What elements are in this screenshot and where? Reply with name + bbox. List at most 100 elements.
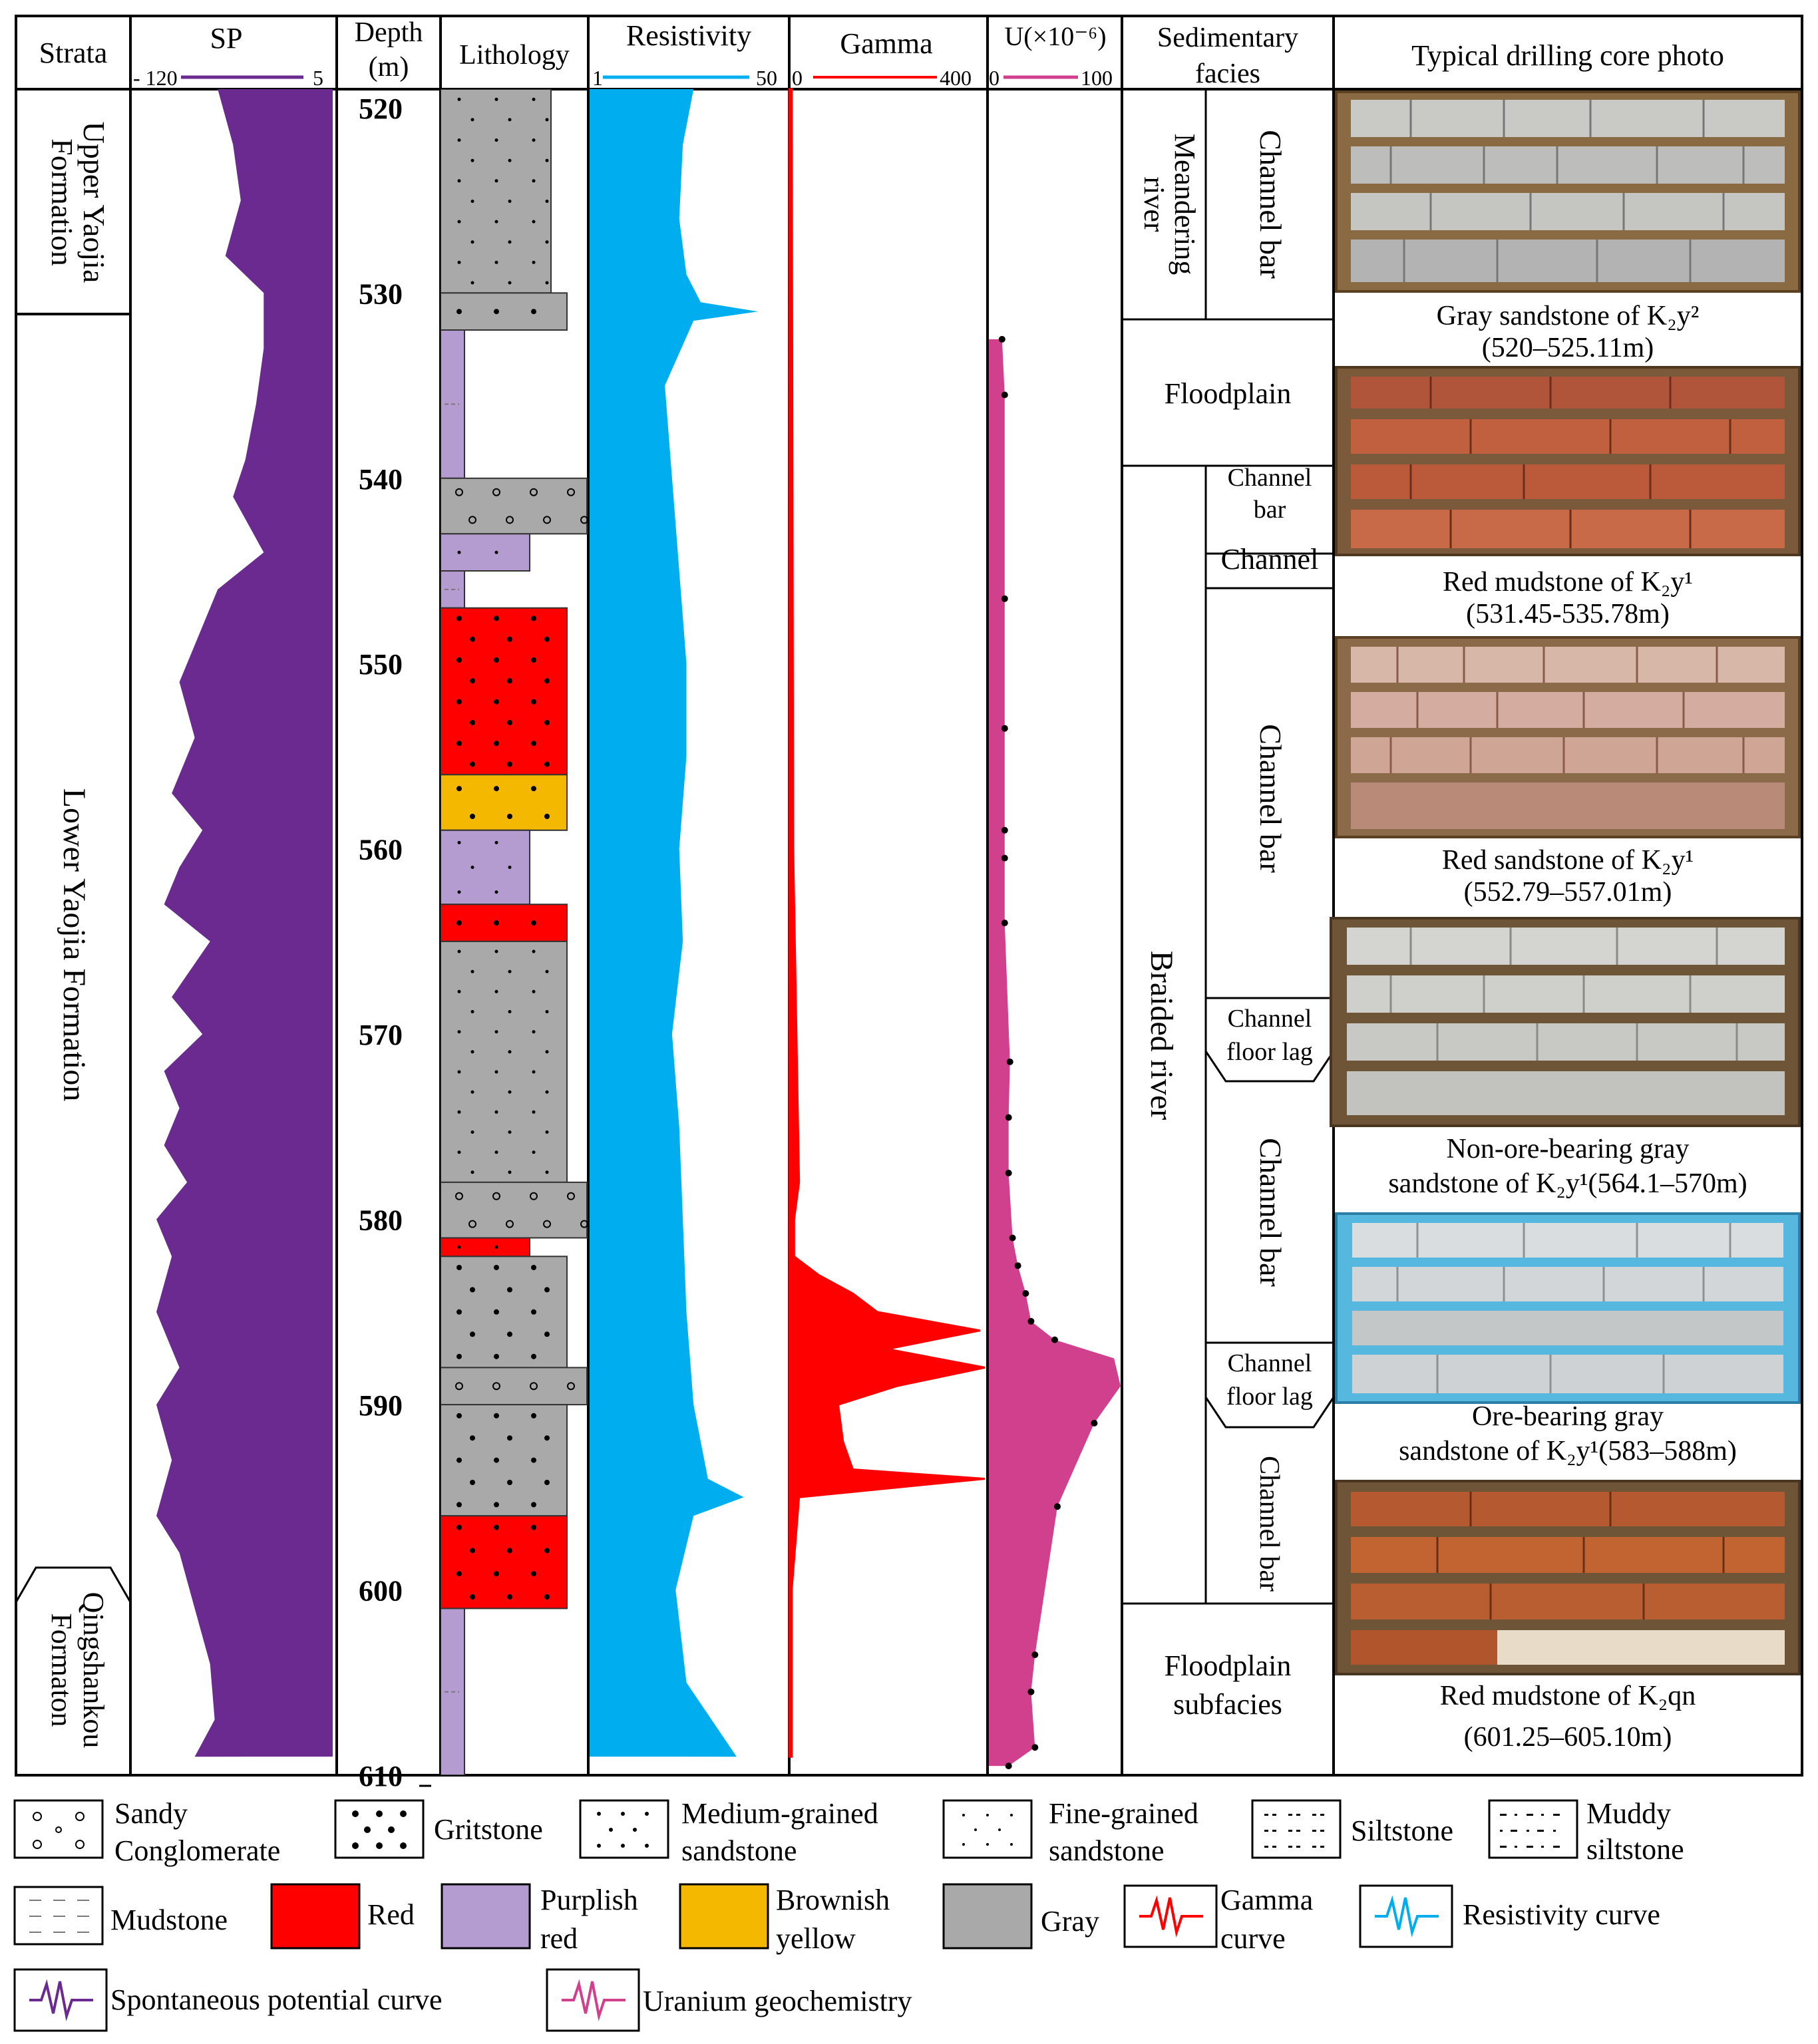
- legend-resistivity-label: Resistivity curve: [1463, 1898, 1660, 1931]
- strata-upper-line1: Upper Yaojia: [77, 122, 111, 283]
- facies-channel-bar-1: Channel bar: [1254, 130, 1288, 279]
- sp-track: [156, 89, 333, 1757]
- res-scale-max: 50: [756, 66, 777, 90]
- facies-braided: Braided river: [1144, 951, 1179, 1120]
- strata-qing-line2: Formaton: [45, 1613, 78, 1727]
- depth-tick-label: 530: [359, 277, 403, 310]
- uranium-sample-point: [1027, 1317, 1035, 1325]
- depth-tick-label: 580: [359, 1204, 403, 1237]
- legend-fine-sandstone: Fine-grained sandstone: [942, 1797, 1198, 1867]
- gamma-scale-max: 400: [940, 66, 972, 90]
- sp-wave-icon: [29, 1979, 93, 2021]
- uranium-sample-point: [1022, 1290, 1029, 1297]
- depth-tick-label: 550: [359, 648, 403, 681]
- facies-floodplain-sub-line2: subfacies: [1173, 1688, 1282, 1721]
- uranium-sample-point: [1005, 1114, 1012, 1121]
- depth-tick-label: 610: [359, 1760, 403, 1792]
- facies-channel-bar-2-line1: Channel: [1228, 464, 1312, 492]
- legend-medium-sandstone: Medium-grained sandstone: [579, 1797, 878, 1867]
- core-photo-3-caption-line1: Red sandstone of K₂y¹: [1442, 845, 1694, 876]
- facies-floodplain-sub-line1: Floodplain: [1165, 1649, 1292, 1682]
- sp-curve-area: [156, 89, 333, 1757]
- gamma-scale-min: 0: [792, 66, 803, 90]
- legend-red-label: Red: [367, 1898, 415, 1931]
- legend-sp-curve: Spontaneous potential curve: [13, 1968, 443, 2032]
- legend-fine-line1: Fine-grained: [1049, 1797, 1198, 1830]
- legend-sandy-line1: Sandy: [114, 1797, 188, 1830]
- strata-upper-line2: Formation: [45, 138, 79, 266]
- core-photo-5: [1335, 1212, 1801, 1404]
- legend-brownish-line2: yellow: [776, 1922, 856, 1955]
- legend-medium-line2: sandstone: [681, 1834, 797, 1867]
- facies-meandering-line2: river: [1138, 176, 1171, 232]
- strata-qing-line1: Qingshankou: [77, 1592, 110, 1749]
- header-depth-line1: Depth: [355, 17, 423, 48]
- core-photo-1-caption-line1: Gray sandstone of K₂y²: [1437, 301, 1700, 331]
- legend-gray-label: Gray: [1041, 1905, 1099, 1938]
- legend-gamma-line1: Gamma: [1220, 1884, 1313, 1916]
- header-resistivity: Resistivity: [626, 19, 751, 52]
- core-photos: Gray sandstone of K₂y² (520–525.11m) Red…: [1330, 90, 1801, 1753]
- facies-floodplain: Floodplain: [1165, 377, 1292, 410]
- column-headers: Strata SP - 120 5 Depth (m) Lithology Re…: [39, 17, 1724, 90]
- lithology-layer: [441, 477, 588, 535]
- legend-uranium-geochem: Uranium geochemistry: [546, 1968, 912, 2032]
- legend-purplish-red: Purplish red: [441, 1883, 638, 1955]
- uranium-sample-point: [1001, 920, 1008, 927]
- gamma-curve-area: [788, 88, 986, 1758]
- uranium-sample-point: [1001, 391, 1008, 399]
- core-photo-4: [1330, 917, 1801, 1127]
- facies-lag-1-line1: Channel: [1228, 1005, 1312, 1033]
- uranium-sample-point: [1009, 1234, 1016, 1242]
- core-photo-6: [1335, 1480, 1801, 1675]
- core-photo-5-caption-line1: Ore-bearing gray: [1472, 1401, 1664, 1432]
- lithology-layer: [441, 940, 568, 1183]
- facies-lag-1-line2: floor lag: [1226, 1038, 1313, 1066]
- core-photo-2: [1335, 366, 1801, 556]
- legend-sp-label: Spontaneous potential curve: [110, 1983, 443, 2016]
- strata-lower: Lower Yaojia Formation: [57, 788, 92, 1102]
- uranium-sample-point: [1005, 1763, 1012, 1770]
- uranium-sample-point: [1051, 1336, 1058, 1343]
- legend-gritstone-label: Gritstone: [434, 1813, 543, 1846]
- facies-column: [1122, 89, 1335, 1605]
- legend-mudstone: Mudstone: [13, 1886, 228, 1946]
- uranium-sample-point: [1001, 725, 1008, 732]
- core-photo-4-caption-line1: Non-ore-bearing gray: [1447, 1134, 1690, 1164]
- facies-lag-2-line1: Channel: [1228, 1349, 1312, 1377]
- lithology-layer: [441, 829, 530, 906]
- depth-tick-label: 570: [359, 1019, 403, 1051]
- uranium-sample-point: [1027, 1688, 1035, 1695]
- facies-channel-bar-3: Channel bar: [1254, 724, 1288, 873]
- lithology-layer: [441, 607, 568, 776]
- facies-channel-bar-4: Channel bar: [1254, 1138, 1288, 1287]
- lithology-layer: [441, 1367, 588, 1406]
- legend-muddy-siltstone: Muddy siltstone: [1488, 1797, 1684, 1866]
- uranium-sample-point: [998, 335, 1005, 343]
- uranium-sample-point: [1054, 1503, 1061, 1510]
- uranium-sample-point: [1001, 595, 1008, 602]
- header-facies-line1: Sedimentary: [1157, 23, 1298, 53]
- facies-lag-2-line2: floor lag: [1226, 1383, 1313, 1411]
- core-photo-2-caption-line1: Red mudstone of K₂y¹: [1443, 567, 1693, 597]
- uranium-sample-point: [1001, 826, 1008, 834]
- core-photo-1: [1335, 90, 1801, 293]
- uranium-sample-point: [1001, 854, 1008, 862]
- legend-gritstone: Gritstone: [334, 1799, 543, 1859]
- core-photo-5-caption-line2: sandstone of K₂y¹(583–588m): [1399, 1436, 1737, 1466]
- resistivity-track: [590, 89, 759, 1757]
- header-photo: Typical drilling core photo: [1411, 39, 1724, 72]
- facies-labels: Meandering river Braided river Channel b…: [1138, 130, 1318, 1721]
- lithology-layer: [441, 1181, 588, 1239]
- legend-purplish-line2: red: [540, 1922, 578, 1955]
- header-facies-line2: facies: [1195, 59, 1260, 89]
- depth-tick-label: 590: [359, 1389, 403, 1422]
- legend-purplish-line1: Purplish: [540, 1884, 638, 1916]
- uranium-sample-point: [1006, 1058, 1013, 1065]
- uranium-wave-icon: [562, 1979, 626, 2021]
- legend-brownish-line1: Brownish: [776, 1884, 890, 1916]
- core-photo-3: [1335, 636, 1801, 838]
- facies-meandering-line1: Meandering: [1169, 134, 1201, 275]
- lithology-track: [441, 89, 588, 1775]
